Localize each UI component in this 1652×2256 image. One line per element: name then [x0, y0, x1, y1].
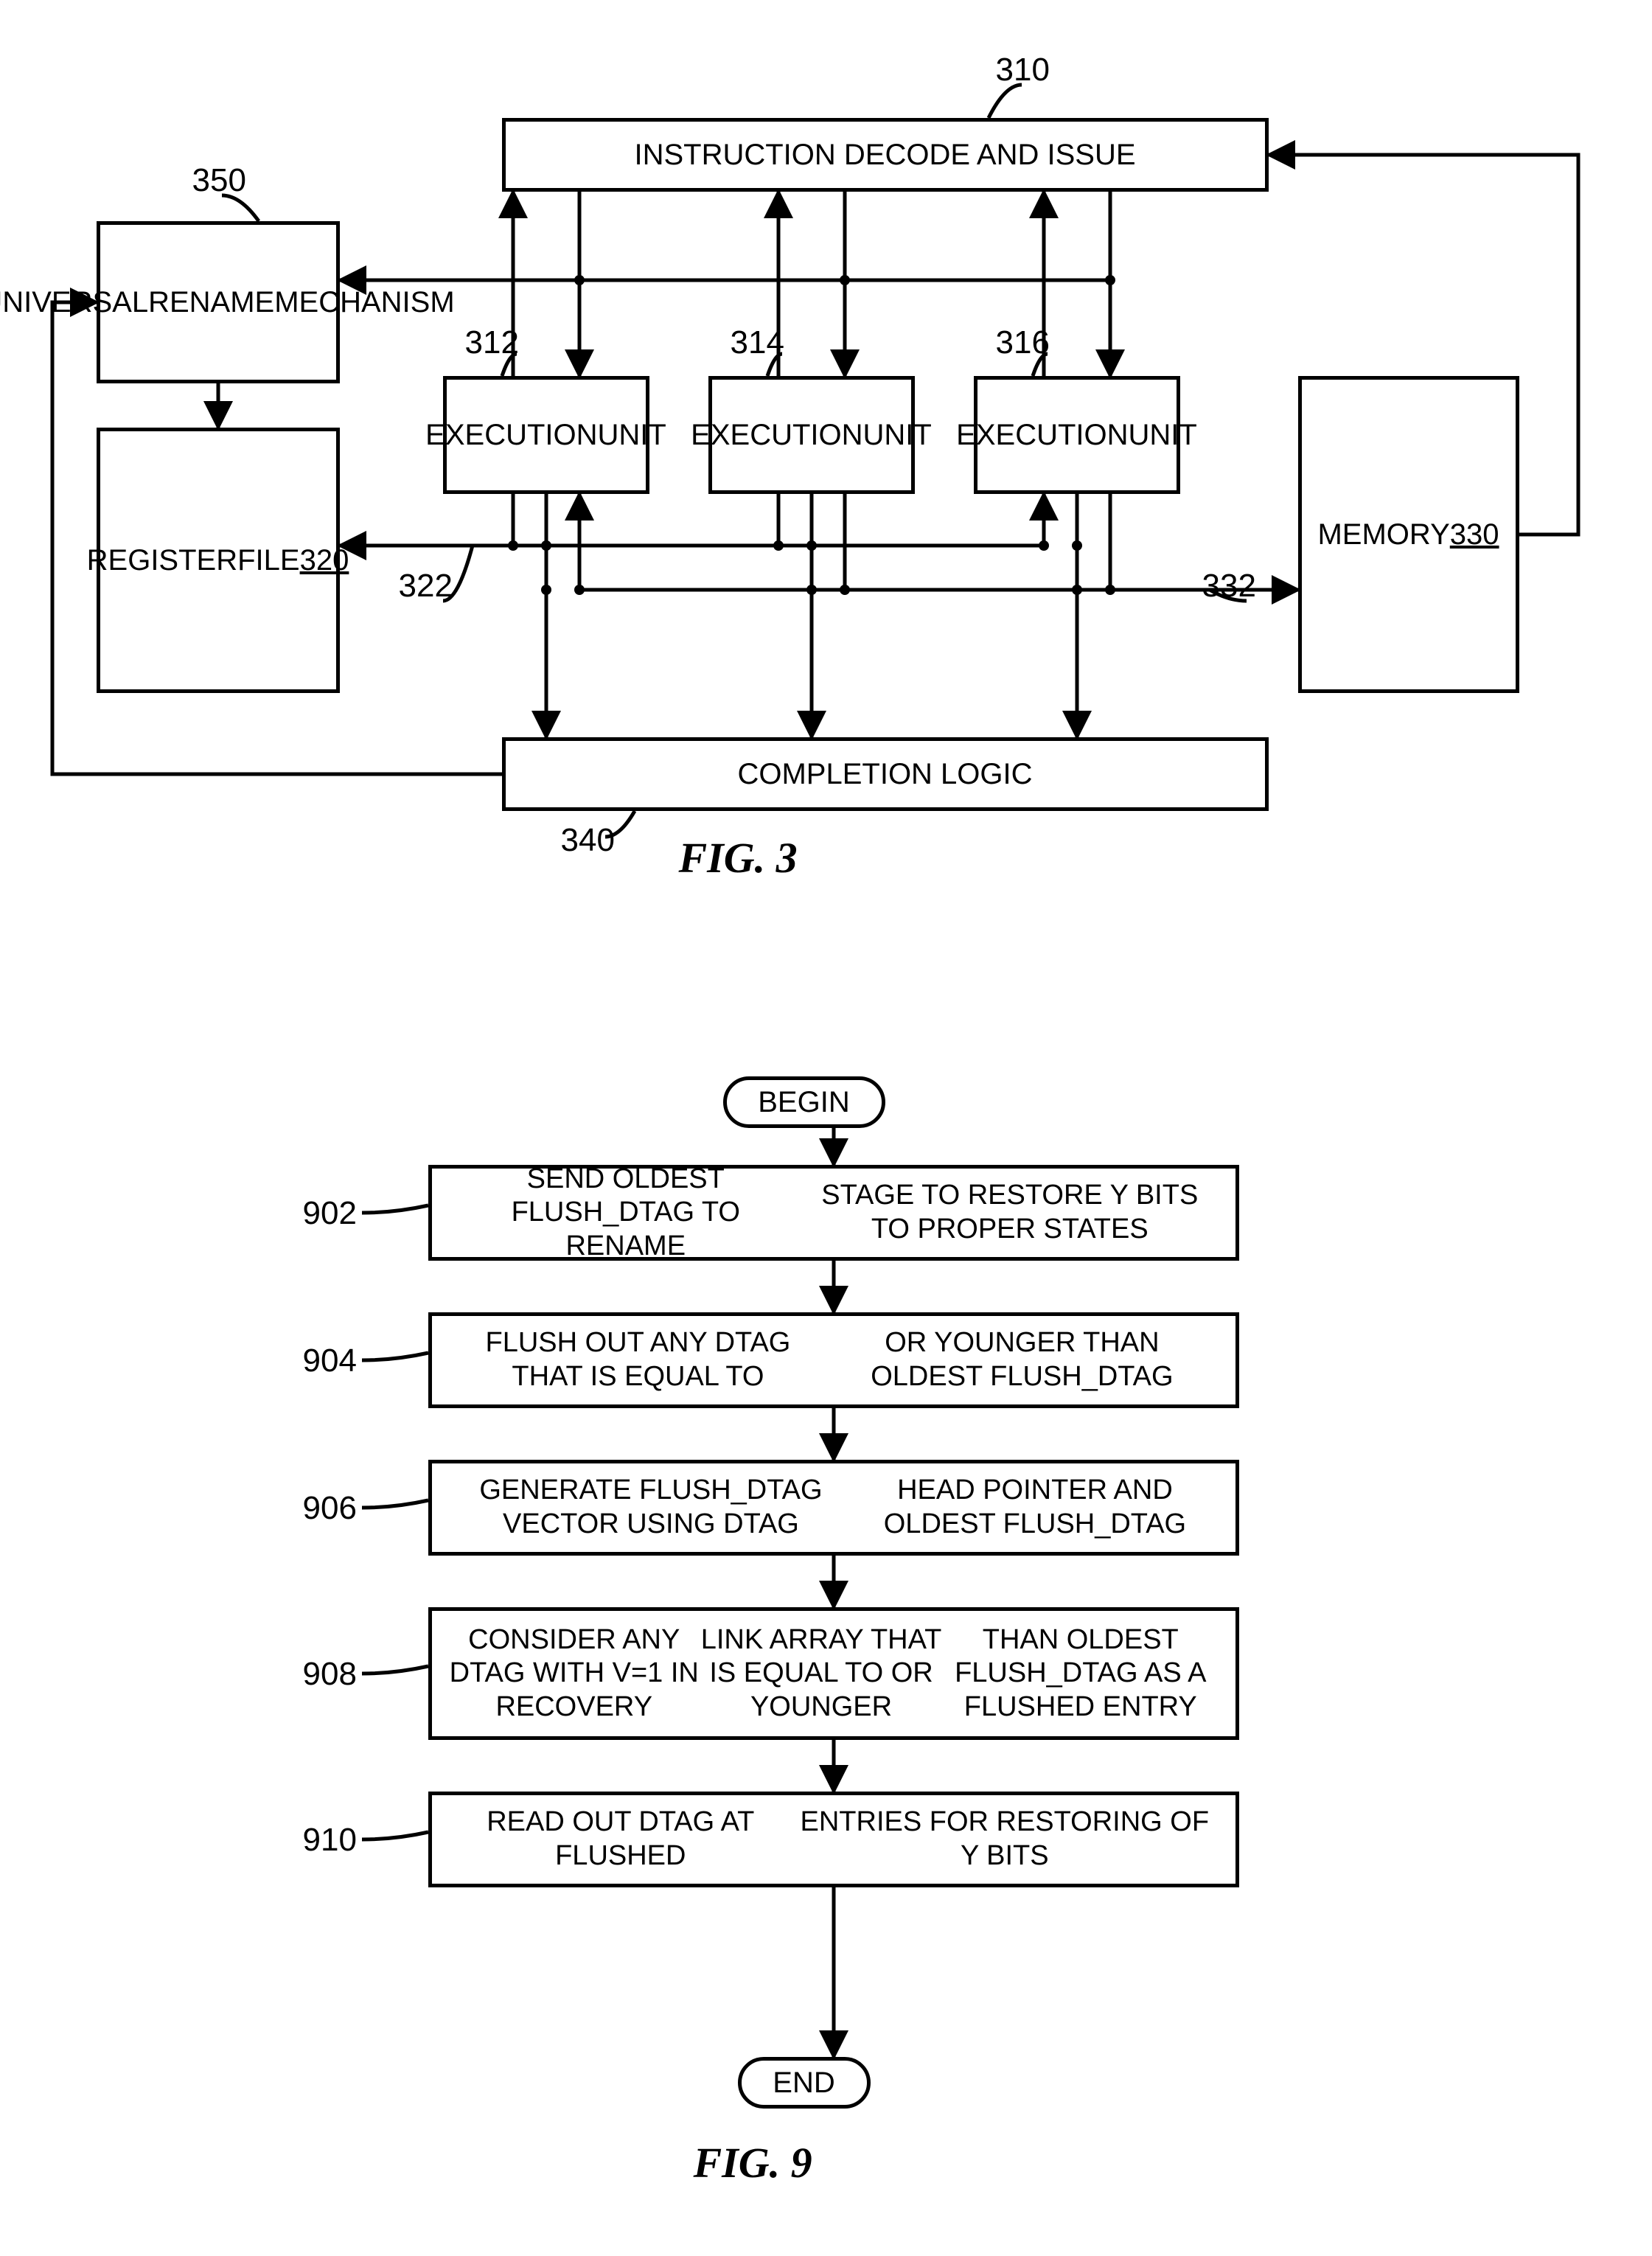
ref-908: 908 — [303, 1656, 357, 1693]
step-904-line1: OR YOUNGER THAN OLDEST FLUSH_DTAG — [826, 1326, 1217, 1393]
fig9-flowchart: BEGIN SEND OLDEST FLUSH_DTAG TO RENAMESTA… — [30, 1076, 1623, 2227]
step-910-line0: READ OUT DTAG AT FLUSHED — [450, 1806, 792, 1873]
ref-l340: 340 — [561, 822, 615, 859]
box-exec1-line1: UNIT — [598, 418, 666, 452]
step-902: SEND OLDEST FLUSH_DTAG TO RENAMESTAGE TO… — [428, 1165, 1239, 1261]
box-exec1: EXECUTIONUNIT — [443, 376, 649, 494]
step-902-line1: STAGE TO RESTORE Y BITS TO PROPER STATES — [802, 1179, 1217, 1246]
step-906-line1: HEAD POINTER AND OLDEST FLUSH_DTAG — [852, 1474, 1217, 1541]
box-exec3: EXECUTIONUNIT — [974, 376, 1180, 494]
ref-l322: 322 — [399, 568, 453, 605]
box-exec3-line0: EXECUTION — [956, 418, 1128, 452]
terminal-begin: BEGIN — [723, 1076, 885, 1128]
box-exec1-line0: EXECUTION — [425, 418, 597, 452]
fig3-caption: FIG. 3 — [679, 833, 798, 882]
box-exec2-line0: EXECUTION — [691, 418, 862, 452]
ref-l314: 314 — [731, 324, 784, 361]
box-memory-num: 330 — [1450, 518, 1499, 551]
ref-904: 904 — [303, 1343, 357, 1379]
box-decode-line0: INSTRUCTION DECODE AND ISSUE — [634, 138, 1135, 172]
ref-l310: 310 — [996, 52, 1050, 88]
step-906: GENERATE FLUSH_DTAG VECTOR USING DTAGHEA… — [428, 1460, 1239, 1556]
step-906-line0: GENERATE FLUSH_DTAG VECTOR USING DTAG — [450, 1474, 853, 1541]
step-904-line0: FLUSH OUT ANY DTAG THAT IS EQUAL TO — [450, 1326, 827, 1393]
step-902-line0: SEND OLDEST FLUSH_DTAG TO RENAME — [450, 1163, 803, 1264]
ref-l316: 316 — [996, 324, 1050, 361]
step-908-line0: CONSIDER ANY DTAG WITH V=1 IN RECOVERY — [450, 1623, 700, 1724]
box-regfile: REGISTERFILE320 — [97, 428, 340, 693]
box-complete-line0: COMPLETION LOGIC — [737, 757, 1032, 791]
box-rename-line2: MECHANISM — [274, 285, 454, 319]
ref-l332: 332 — [1202, 568, 1256, 605]
box-memory-line0: MEMORY — [1317, 518, 1449, 551]
step-904: FLUSH OUT ANY DTAG THAT IS EQUAL TOOR YO… — [428, 1312, 1239, 1408]
box-exec2: EXECUTIONUNIT — [708, 376, 915, 494]
fig9-caption: FIG. 9 — [694, 2138, 812, 2187]
box-rename-line0: UNIVERSAL — [0, 285, 148, 319]
step-910: READ OUT DTAG AT FLUSHEDENTRIES FOR REST… — [428, 1792, 1239, 1887]
ref-910: 910 — [303, 1822, 357, 1859]
box-exec3-line1: UNIT — [1129, 418, 1197, 452]
terminal-end: END — [738, 2057, 871, 2109]
step-908-line1: LINK ARRAY THAT IS EQUAL TO OR YOUNGER — [699, 1623, 944, 1724]
fig3-diagram: INSTRUCTION DECODE AND ISSUE UNIVERSALREN… — [30, 29, 1623, 958]
step-910-line1: ENTRIES FOR RESTORING OF Y BITS — [792, 1806, 1217, 1873]
box-decode: INSTRUCTION DECODE AND ISSUE — [502, 118, 1269, 192]
step-908-line2: THAN OLDEST FLUSH_DTAG AS A FLUSHED ENTR… — [944, 1623, 1217, 1724]
ref-l312: 312 — [465, 324, 519, 361]
ref-902: 902 — [303, 1195, 357, 1232]
box-memory: MEMORY330 — [1298, 376, 1519, 693]
box-regfile-line0: REGISTER — [87, 543, 237, 577]
box-complete: COMPLETION LOGIC — [502, 737, 1269, 811]
step-908: CONSIDER ANY DTAG WITH V=1 IN RECOVERYLI… — [428, 1607, 1239, 1740]
ref-906: 906 — [303, 1490, 357, 1527]
box-exec2-line1: UNIT — [863, 418, 932, 452]
box-regfile-num: 320 — [300, 543, 349, 577]
box-regfile-line1: FILE — [237, 543, 299, 577]
box-rename: UNIVERSALRENAMEMECHANISM — [97, 221, 340, 383]
box-rename-line1: RENAME — [148, 285, 274, 319]
ref-l350: 350 — [192, 162, 246, 199]
